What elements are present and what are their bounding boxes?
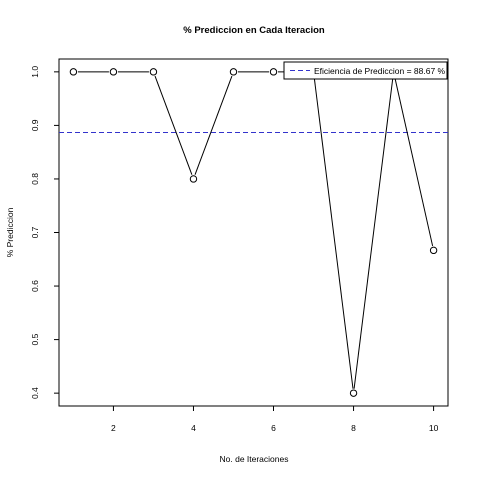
x-axis: 2 4 6 8 10 <box>111 406 439 433</box>
legend-label: Eficiencia de Prediccion = 88.67 % <box>314 66 446 76</box>
data-point-3 <box>149 68 158 76</box>
legend-box <box>283 61 448 80</box>
data-point-10 <box>429 246 438 255</box>
data-point-1 <box>69 68 78 76</box>
x-tick-label-4: 4 <box>191 423 196 433</box>
y-tick-label-4: 0.8 <box>30 173 40 185</box>
data-point-2 <box>109 68 118 76</box>
y-tick-label-3: 0.7 <box>30 226 40 238</box>
y-tick-label-5: 0.9 <box>30 119 40 131</box>
x-tick-label-2: 2 <box>111 423 116 433</box>
x-tick-label-10: 10 <box>429 423 439 433</box>
x-tick-label-6: 6 <box>271 423 276 433</box>
y-axis-label: % Prediccion <box>5 207 15 257</box>
data-point-8 <box>349 389 358 397</box>
series-0-segment-3 <box>154 75 193 175</box>
x-axis-label: No. de Iteraciones <box>220 454 289 464</box>
series-0-segment-7 <box>313 76 354 389</box>
y-tick-label-2: 0.6 <box>30 280 40 292</box>
data-point-5 <box>229 68 238 76</box>
series-0-segment-8 <box>353 76 394 389</box>
y-tick-label-6: 1.0 <box>30 66 40 78</box>
x-tick-label-8: 8 <box>351 423 356 433</box>
y-tick-label-0: 0.4 <box>30 387 40 399</box>
data-point-6 <box>269 68 278 76</box>
series-0-segment-4 <box>194 75 233 175</box>
legend: Eficiencia de Prediccion = 88.67 % <box>283 61 448 80</box>
series-layer <box>69 68 438 397</box>
chart-title: % Prediccion en Cada Iteracion <box>183 25 325 36</box>
y-tick-label-1: 0.5 <box>30 333 40 345</box>
y-axis: 0.4 0.5 0.6 0.7 0.8 0.9 1.0 <box>30 66 59 399</box>
data-point-4 <box>189 175 198 183</box>
plot-frame <box>58 58 449 407</box>
series-0-segment-9 <box>394 76 434 247</box>
